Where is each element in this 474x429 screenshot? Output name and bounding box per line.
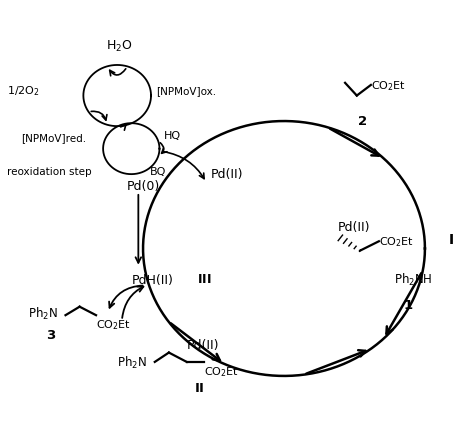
Text: CO$_2$Et: CO$_2$Et [204,366,239,379]
Text: $\mathbf{2}$: $\mathbf{2}$ [356,115,366,127]
Text: Ph$_2$N: Ph$_2$N [117,355,147,371]
Text: [NPMoV]ox.: [NPMoV]ox. [156,86,216,96]
Text: $\mathbf{1}$: $\mathbf{1}$ [403,299,414,312]
Text: Pd(II): Pd(II) [211,169,244,181]
Text: BQ: BQ [150,167,166,177]
Text: PdH(II): PdH(II) [131,274,173,287]
Text: CO$_2$Et: CO$_2$Et [371,79,406,93]
Text: Pd(0): Pd(0) [127,180,160,193]
Text: Pd(II): Pd(II) [187,339,219,352]
Text: H$_2$O: H$_2$O [106,39,133,54]
Text: $\mathbf{II}$: $\mathbf{II}$ [194,382,205,395]
Text: CO$_2$Et: CO$_2$Et [379,235,414,249]
Text: CO$_2$Et: CO$_2$Et [96,318,131,332]
Text: Ph$_2$NH: Ph$_2$NH [394,272,433,288]
Text: $\mathbf{3}$: $\mathbf{3}$ [46,329,56,342]
Text: 1/2O$_2$: 1/2O$_2$ [7,85,39,98]
Text: reoxidation step: reoxidation step [7,167,91,177]
Text: Pd(II): Pd(II) [338,221,371,234]
Text: $\mathbf{I}$: $\mathbf{I}$ [448,233,454,247]
Text: Ph$_2$N: Ph$_2$N [28,306,58,322]
Text: [NPMoV]red.: [NPMoV]red. [21,133,86,143]
Text: $\mathbf{III}$: $\mathbf{III}$ [197,272,212,286]
Text: HQ: HQ [164,131,181,141]
